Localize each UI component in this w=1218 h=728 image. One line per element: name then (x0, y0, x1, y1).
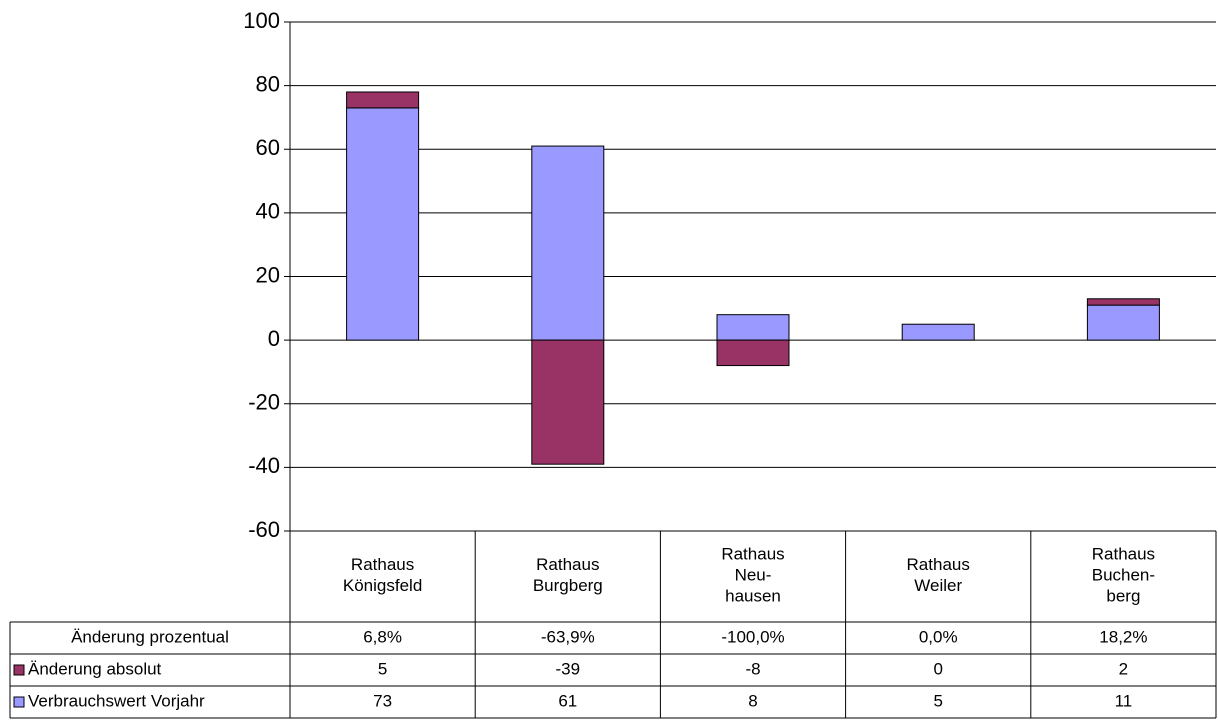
table-value: -100,0% (721, 627, 784, 646)
x-tick-label: Rathaus Buchen-berg (1092, 545, 1155, 606)
legend-label: Änderung prozentual (71, 627, 229, 646)
x-tick-label: Rathaus Burgberg (533, 555, 603, 595)
legend-key (13, 664, 25, 676)
table-value: 8 (748, 691, 757, 710)
legend-label: Verbrauchswert Vorjahr (28, 691, 205, 710)
table-value: -39 (556, 659, 581, 678)
table-value: 73 (373, 691, 392, 710)
table-value: 2 (1119, 659, 1128, 678)
bar (1086, 298, 1160, 306)
table-value: 11 (1115, 691, 1133, 710)
table-value: 5 (378, 659, 387, 678)
x-tick-label: Rathaus Königsfeld (343, 555, 422, 595)
y-tick-label: 20 (256, 262, 280, 287)
table-value: 0 (933, 659, 942, 678)
table-value: 61 (558, 691, 577, 710)
table-value: 18,2% (1099, 627, 1147, 646)
y-tick-label: -60 (248, 517, 280, 542)
table-value: 5 (933, 691, 942, 710)
y-tick-label: 100 (243, 8, 280, 33)
y-tick-label: 0 (268, 326, 280, 351)
bar (531, 339, 605, 465)
bar (531, 145, 605, 341)
bar (1086, 304, 1160, 341)
bar (716, 339, 790, 367)
bar (346, 107, 420, 341)
bar (716, 314, 790, 341)
y-tick-label: 40 (256, 199, 280, 224)
legend-key (13, 696, 25, 708)
bar (346, 91, 420, 109)
x-tick-label: Rathaus Neu-hausen (721, 545, 784, 606)
table-value: -8 (745, 659, 760, 678)
x-tick-label: Rathaus Weiler (907, 555, 970, 595)
bar (901, 323, 975, 341)
table-value: 6,8% (363, 627, 402, 646)
y-tick-label: 60 (256, 135, 280, 160)
table-value: 0,0% (919, 627, 958, 646)
y-tick-label: -20 (248, 390, 280, 415)
table-value: -63,9% (541, 627, 595, 646)
legend-label: Änderung absolut (28, 659, 162, 678)
y-tick-label: -40 (248, 453, 280, 478)
y-tick-label: 80 (256, 71, 280, 96)
